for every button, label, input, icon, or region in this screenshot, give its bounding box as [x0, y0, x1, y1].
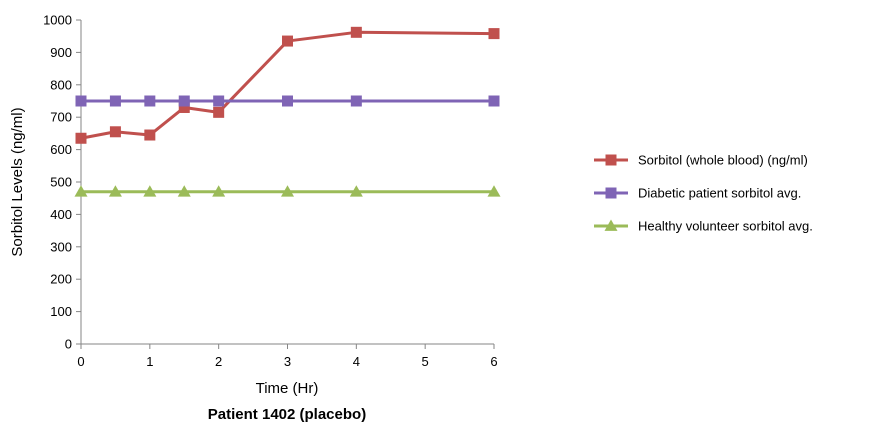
- data-point: [178, 95, 190, 107]
- series-1: [75, 26, 500, 144]
- x-tick-label: 4: [353, 354, 360, 369]
- legend-entry: Sorbitol (whole blood) (ng/ml): [594, 153, 808, 168]
- data-point: [109, 95, 121, 107]
- data-point: [349, 185, 363, 197]
- data-point: [488, 28, 500, 40]
- y-axis-label: Sorbitol Levels (ng/ml): [9, 107, 26, 256]
- x-tick-label: 5: [422, 354, 429, 369]
- legend-label: Sorbitol (whole blood) (ng/ml): [638, 153, 808, 168]
- legend-entry: Diabetic patient sorbitol avg.: [594, 186, 801, 201]
- y-tick-label: 900: [50, 45, 72, 60]
- y-tick-label: 600: [50, 142, 72, 157]
- legend: Sorbitol (whole blood) (ng/ml) Diabetic p…: [594, 153, 813, 234]
- data-point: [75, 95, 87, 107]
- series-3: [74, 185, 501, 197]
- series-line: [80, 30, 495, 140]
- axes: 0 100 200 300 400 500 600 700 800 900 1000 0 1 2 3 4 5 6: [43, 13, 498, 370]
- x-tick-label: 2: [215, 354, 222, 369]
- x-tick-label: 6: [490, 354, 497, 369]
- y-tick-label: 500: [50, 175, 72, 190]
- legend-marker: [605, 154, 617, 166]
- chart-title: Patient 1402 (placebo): [208, 406, 366, 423]
- data-point: [178, 101, 190, 113]
- legend-marker: [605, 187, 617, 199]
- data-point: [488, 95, 500, 107]
- data-point: [75, 132, 87, 144]
- data-point: [143, 185, 157, 197]
- legend-label: Diabetic patient sorbitol avg.: [638, 186, 801, 201]
- y-tick-label: 800: [50, 77, 72, 92]
- series-layer: [74, 26, 501, 197]
- legend-label: Healthy volunteer sorbitol avg.: [638, 219, 813, 234]
- data-point: [213, 95, 225, 107]
- data-point: [350, 95, 362, 107]
- y-tick-label: 0: [65, 337, 72, 352]
- x-tick-label: 3: [284, 354, 291, 369]
- data-point: [213, 106, 225, 118]
- y-tick-label: 1000: [43, 13, 72, 28]
- series-2: [75, 95, 500, 107]
- legend-entry: Healthy volunteer sorbitol avg.: [594, 219, 813, 234]
- data-point: [282, 35, 293, 47]
- data-point: [281, 185, 294, 197]
- data-point: [212, 185, 226, 197]
- x-tick-label: 1: [146, 354, 153, 369]
- legend-marker: [604, 219, 618, 231]
- data-point: [144, 129, 156, 141]
- data-point: [350, 26, 362, 38]
- data-point: [74, 185, 88, 197]
- data-point: [108, 185, 122, 197]
- data-point: [282, 95, 293, 107]
- data-point: [487, 185, 501, 197]
- y-tick-label: 300: [50, 239, 72, 254]
- x-axis-label: Time (Hr): [256, 380, 319, 397]
- data-point: [177, 185, 191, 197]
- y-tick-label: 400: [50, 207, 72, 222]
- y-tick-label: 200: [50, 272, 72, 287]
- y-tick-label: 100: [50, 304, 72, 319]
- y-tick-label: 700: [50, 110, 72, 125]
- data-point: [144, 95, 156, 107]
- data-point: [109, 126, 121, 138]
- x-tick-label: 0: [77, 354, 84, 369]
